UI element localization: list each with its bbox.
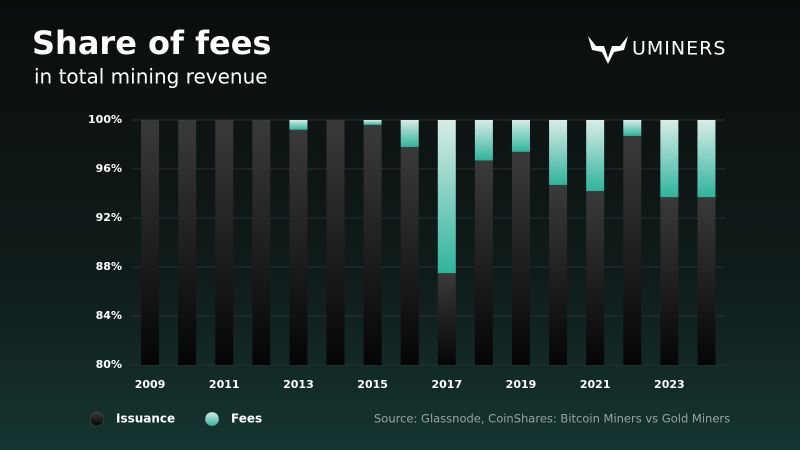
legend-marker — [204, 411, 220, 427]
bar-segment — [549, 184, 568, 365]
x-tick-label: 2017 — [431, 378, 462, 391]
bar-segment — [363, 124, 382, 366]
bar-segment — [437, 120, 456, 274]
bar-segment — [363, 120, 382, 125]
bar-segment — [400, 146, 419, 365]
x-tick-label: 2023 — [654, 378, 685, 391]
legend-label: Issuance — [116, 412, 175, 426]
y-tick-label: 100% — [88, 113, 122, 126]
bar-segment — [697, 120, 716, 198]
bar-segment — [437, 273, 456, 365]
y-tick-label: 92% — [96, 211, 122, 224]
x-tick-label: 2011 — [209, 378, 240, 391]
x-tick-label: 2009 — [135, 378, 166, 391]
bar-segment — [660, 120, 679, 198]
bar-segment — [252, 120, 271, 365]
bar-segment — [511, 151, 530, 365]
brand: UMINERS — [632, 38, 726, 60]
bar-segment — [326, 120, 345, 365]
y-tick-label: 88% — [96, 260, 122, 273]
legend-label: Fees — [231, 412, 262, 426]
x-tick-label: 2021 — [580, 378, 611, 391]
chart-subtitle: in total mining revenue — [34, 65, 268, 89]
bar-segment — [586, 191, 605, 365]
bar-segment — [289, 120, 308, 130]
y-tick-label: 84% — [96, 309, 122, 322]
bar-segment — [178, 120, 197, 365]
bar-segment — [289, 129, 308, 365]
bar-segment — [511, 120, 530, 152]
y-tick-label: 96% — [96, 162, 122, 175]
bar-segment — [623, 135, 642, 365]
bar-segment — [623, 120, 642, 136]
bar-segment — [215, 120, 234, 365]
bar-segment — [141, 120, 160, 365]
bar-segment — [400, 120, 419, 147]
bar-segment — [474, 160, 493, 365]
bar-segment — [660, 197, 679, 365]
bar-segment — [549, 120, 568, 185]
y-tick-label: 80% — [96, 358, 122, 371]
legend-marker — [89, 411, 105, 427]
chart-title: Share of fees — [32, 24, 271, 62]
bar-segment — [586, 120, 605, 192]
x-tick-label: 2013 — [283, 378, 314, 391]
brand-icon — [588, 36, 628, 64]
bar-segment — [697, 197, 716, 365]
x-tick-label: 2019 — [506, 378, 537, 391]
source: Source: Glassnode, CoinShares: Bitcoin M… — [374, 412, 730, 426]
x-tick-label: 2015 — [357, 378, 388, 391]
bar-segment — [474, 120, 493, 161]
